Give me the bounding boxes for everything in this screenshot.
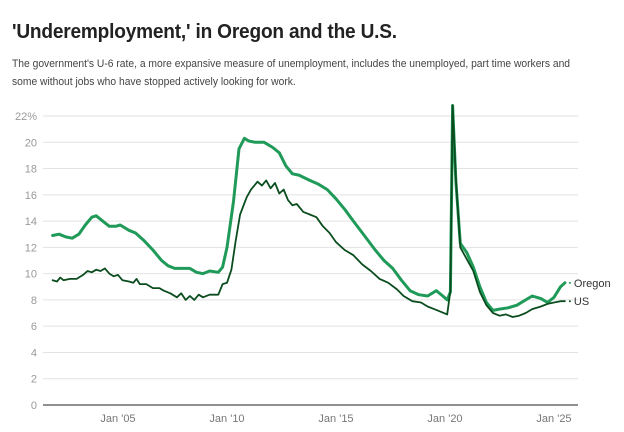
y-tick-label: 18 xyxy=(25,164,37,176)
series-lines xyxy=(51,104,567,318)
y-tick-label: 20 xyxy=(25,137,37,149)
series-line-oregon xyxy=(51,104,567,312)
y-tick-label: 8 xyxy=(31,295,37,307)
x-tick-label: Jan '15 xyxy=(318,413,353,425)
chart-title: 'Underemployment,' in Oregon and the U.S… xyxy=(12,20,397,43)
end-label-us: US xyxy=(574,296,589,308)
x-tick-label: Jan '20 xyxy=(427,413,462,425)
y-axis-ticks: 0 2 4 6 8 10 12 14 16 18 20 22% xyxy=(15,111,37,412)
y-tick-label: 0 xyxy=(31,400,37,412)
gridlines xyxy=(43,115,578,380)
x-tick-label: Jan '25 xyxy=(536,413,571,425)
x-tick-label: Jan '10 xyxy=(209,413,244,425)
y-tick-label: 16 xyxy=(25,190,37,202)
x-tick-label: Jan '05 xyxy=(100,413,135,425)
y-tick-label: 22% xyxy=(15,111,37,123)
y-tick-label: 10 xyxy=(25,269,37,281)
x-axis-ticks: Jan '05 Jan '10 Jan '15 Jan '20 Jan '25 xyxy=(100,413,571,425)
end-label-oregon: Oregon xyxy=(574,278,611,290)
y-tick-label: 6 xyxy=(31,321,37,333)
end-label-dot xyxy=(568,281,571,284)
end-label-dot xyxy=(568,300,571,303)
y-tick-label: 14 xyxy=(25,216,37,228)
chart-subtitle: The government's U-6 rate, a more expans… xyxy=(12,58,571,88)
series-line-us xyxy=(51,104,566,318)
y-tick-label: 2 xyxy=(31,374,37,386)
y-tick-label: 4 xyxy=(31,347,37,359)
end-labels: Oregon US xyxy=(568,278,611,308)
y-tick-label: 12 xyxy=(25,242,37,254)
